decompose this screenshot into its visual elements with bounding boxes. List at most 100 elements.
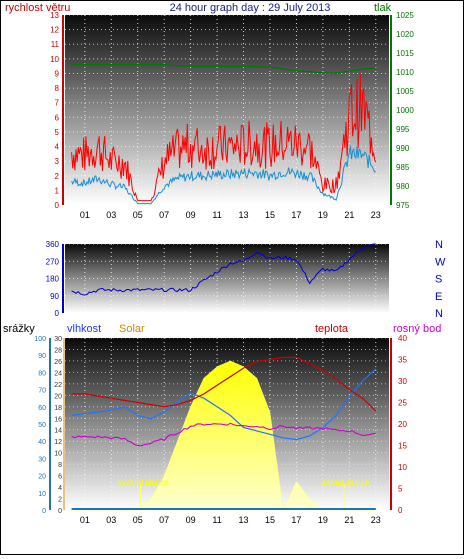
wind-tick-label: 4 [55, 143, 60, 152]
x-tick-label: 01 [80, 515, 90, 525]
wind-tick-label: 10 [50, 55, 59, 64]
wind-tick-label: 8 [55, 84, 60, 93]
temperature-line [71, 356, 377, 412]
x-tick-label: 15 [265, 210, 275, 220]
temperature-tick-label: 10 [398, 463, 407, 472]
wind-direction-line [71, 243, 376, 296]
pressure-tick-label: 995 [396, 125, 410, 134]
x-tick-label: 17 [291, 515, 301, 525]
x-tick-label: 11 [212, 210, 221, 220]
humidity-axis-label: vlhkost [67, 323, 101, 335]
temperature-tick-label: 40 [398, 334, 407, 343]
solar-tick-label: 18 [54, 405, 62, 412]
panel-wind-pressure [65, 15, 389, 205]
wind-tick-label: 9 [55, 69, 60, 78]
x-tick-label: 05 [133, 515, 143, 525]
direction-tick-label: 270 [46, 257, 60, 266]
x-tick-label: 01 [80, 210, 90, 220]
wind-tick-label: 3 [55, 157, 60, 166]
humidity-line [71, 368, 377, 441]
solar-tick-label: 20 [54, 393, 62, 400]
pressure-tick-label: 975 [396, 201, 410, 210]
solar-tick-label: 0 [58, 508, 62, 515]
direction-tick-label: 0 [55, 309, 60, 318]
humidity-tick-label: 0 [42, 508, 46, 515]
x-tick-label: 19 [318, 515, 328, 525]
humidity-tick-label: 70 [38, 388, 46, 395]
wind-tick-label: 12 [50, 26, 59, 35]
x-tick-label: 09 [186, 210, 196, 220]
wind-axis-label: rychlost větru [5, 2, 70, 14]
x-tick-label: 03 [106, 515, 116, 525]
temperature-tick-label: 20 [398, 420, 407, 429]
x-tick-label: 21 [344, 210, 354, 220]
solar-tick-label: 10 [54, 451, 62, 458]
wind-average-line [71, 145, 377, 205]
humidity-tick-label: 10 [38, 491, 46, 498]
panel-direction [65, 244, 389, 313]
pressure-tick-label: 1025 [396, 11, 414, 20]
compass-label: E [435, 291, 442, 303]
humidity-tick-label: 80 [38, 370, 46, 377]
wind-tick-label: 0 [55, 201, 60, 210]
sunrise-annotation: východ slunce [118, 478, 169, 487]
solar-tick-label: 14 [54, 428, 62, 435]
pressure-tick-label: 990 [396, 144, 410, 153]
solar-tick-label: 6 [58, 474, 62, 481]
sunset-annotation: západ slunce [322, 478, 370, 487]
pressure-line [71, 63, 376, 74]
rain-axis-label: srážky [3, 323, 35, 335]
solar-tick-label: 26 [54, 359, 62, 366]
chart-title: 24 hour graph day : 29 July 2013 [170, 2, 331, 14]
direction-tick-label: 90 [50, 292, 59, 301]
pressure-tick-label: 1020 [396, 30, 414, 39]
x-tick-label: 05 [133, 210, 143, 220]
humidity-tick-label: 100 [34, 336, 46, 343]
pressure-tick-label: 1000 [396, 106, 414, 115]
x-tick-label: 03 [106, 210, 116, 220]
solar-tick-label: 12 [54, 439, 62, 446]
pressure-tick-label: 1015 [396, 49, 414, 58]
x-tick-label: 15 [265, 515, 275, 525]
x-tick-label: 11 [212, 515, 221, 525]
solar-tick-label: 24 [54, 370, 62, 377]
solar-tick-label: 2 [58, 497, 62, 504]
temperature-tick-label: 35 [398, 356, 407, 365]
solar-tick-label: 30 [54, 336, 62, 343]
pressure-axis-label: tlak [374, 2, 392, 14]
x-tick-label: 09 [186, 515, 196, 525]
x-tick-label: 23 [371, 515, 381, 525]
x-tick-label: 19 [318, 210, 328, 220]
compass-label: S [435, 274, 442, 286]
temperature-tick-label: 25 [398, 399, 407, 408]
wind-tick-label: 11 [51, 40, 60, 49]
pressure-tick-label: 1005 [396, 87, 414, 96]
temperature-tick-label: 30 [398, 377, 407, 386]
pressure-tick-label: 1010 [396, 68, 414, 77]
wind-tick-label: 6 [55, 113, 60, 122]
direction-tick-label: 360 [46, 240, 60, 249]
temperature-axis-label: teplota [315, 323, 349, 335]
x-tick-label: 17 [291, 210, 301, 220]
humidity-tick-label: 50 [38, 422, 46, 429]
humidity-tick-label: 90 [38, 353, 46, 360]
compass-label: N [435, 308, 443, 320]
direction-tick-label: 180 [46, 275, 60, 284]
humidity-tick-label: 60 [38, 405, 46, 412]
wind-tick-label: 7 [55, 99, 60, 108]
dew-point-axis-label: rosný bod [393, 323, 441, 335]
solar-tick-label: 4 [58, 485, 62, 492]
x-tick-label: 21 [344, 515, 354, 525]
solar-tick-label: 28 [54, 347, 62, 354]
x-tick-label: 23 [371, 210, 381, 220]
humidity-tick-label: 20 [38, 474, 46, 481]
humidity-tick-label: 40 [38, 439, 46, 446]
solar-tick-label: 8 [58, 462, 62, 469]
x-tick-label: 07 [159, 515, 169, 525]
x-tick-label: 13 [239, 210, 249, 220]
solar-tick-label: 16 [54, 416, 62, 423]
pressure-tick-label: 985 [396, 163, 410, 172]
wind-tick-label: 1 [55, 186, 60, 195]
